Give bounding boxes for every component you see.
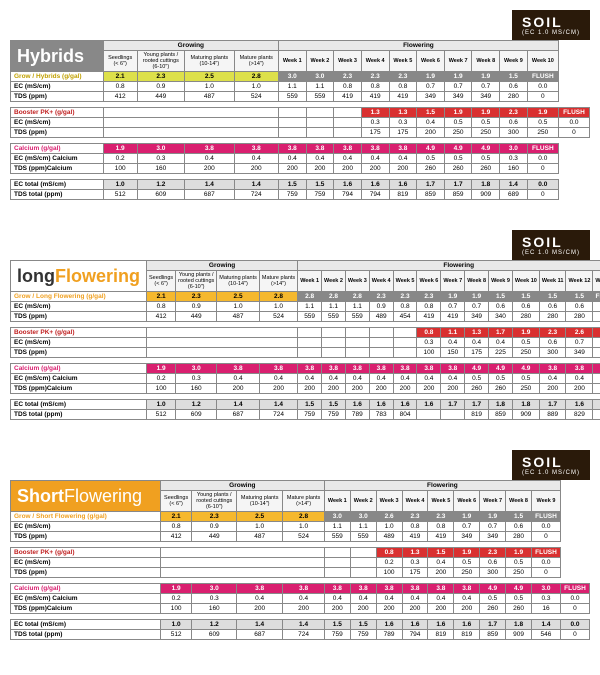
col-header: Seedlings(< 6") bbox=[160, 491, 192, 512]
week-header: Week 7 bbox=[480, 491, 506, 512]
growing-header: Growing bbox=[147, 261, 298, 271]
row-label: TDS total (ppm) bbox=[11, 410, 147, 420]
growing-header: Growing bbox=[160, 481, 324, 491]
chart-hybrids: SOIL(EC 1.0 MS/CM)HybridsGrowingFlowerin… bbox=[10, 10, 590, 200]
week-header: Week 9 bbox=[489, 271, 513, 292]
chart-title: Hybrids bbox=[11, 41, 104, 72]
row-label: EC (mS/cm) bbox=[11, 302, 147, 312]
row-label: EC total (mS/cm) bbox=[11, 400, 147, 410]
row-label: TDS total (ppm) bbox=[11, 190, 104, 200]
soil-badge: SOIL(EC 1.0 MS/CM) bbox=[512, 450, 590, 480]
col-header: Maturing plants(10-14") bbox=[217, 271, 260, 292]
row-label: EC (mS/cm) Calcium bbox=[11, 374, 147, 384]
row-label: TDS (ppm) bbox=[11, 128, 104, 138]
week-header: Week 1 bbox=[278, 51, 306, 72]
week-header: Week 4 bbox=[369, 271, 393, 292]
week-header: Week 10 bbox=[527, 51, 558, 72]
flowering-header: Flowering bbox=[324, 481, 560, 491]
col-header: Young plants /rooted cuttings(6-10") bbox=[192, 491, 237, 512]
week-header: Week 6 bbox=[454, 491, 480, 512]
week-header: Week 3 bbox=[334, 51, 362, 72]
row-label: TDS (ppm) bbox=[11, 568, 161, 578]
week-header: Week 8 bbox=[472, 51, 500, 72]
col-header: Mature plants(>14") bbox=[234, 51, 278, 72]
week-header: Week 2 bbox=[306, 51, 334, 72]
row-label: TDS (ppm)Calcium bbox=[11, 604, 161, 614]
row-label: EC (mS/cm) bbox=[11, 118, 104, 128]
row-label: EC (mS/cm) bbox=[11, 558, 161, 568]
week-header: Week 9 bbox=[532, 491, 561, 512]
feed-table: ShortFloweringGrowingFlowering Seedlings(… bbox=[10, 480, 590, 640]
week-header: Week 4 bbox=[402, 491, 428, 512]
row-label: Calcium (g/gal) bbox=[11, 584, 161, 594]
col-header: Maturing plants(10-14") bbox=[185, 51, 234, 72]
col-header: Mature plants(>14") bbox=[259, 271, 297, 292]
row-label: TDS (ppm) bbox=[11, 348, 147, 358]
week-header: Week 7 bbox=[441, 271, 465, 292]
week-header: Week 12 bbox=[566, 271, 593, 292]
week-header: Week 13 bbox=[593, 271, 600, 292]
week-header: Week 8 bbox=[465, 271, 489, 292]
week-header: Week 11 bbox=[539, 271, 566, 292]
week-header: Week 3 bbox=[345, 271, 369, 292]
week-header: Week 4 bbox=[361, 51, 389, 72]
row-label: TDS (ppm)Calcium bbox=[11, 164, 104, 174]
row-label: Booster PK+ (g/gal) bbox=[11, 108, 104, 118]
week-header: Week 3 bbox=[376, 491, 402, 512]
soil-badge: SOIL(EC 1.0 MS/CM) bbox=[512, 10, 590, 40]
row-label: Booster PK+ (g/gal) bbox=[11, 548, 161, 558]
row-label: TDS (ppm) bbox=[11, 92, 104, 102]
growing-header: Growing bbox=[103, 41, 278, 51]
week-header: Week 2 bbox=[322, 271, 346, 292]
chart-long: SOIL(EC 1.0 MS/CM)longFloweringGrowingFl… bbox=[10, 230, 590, 420]
row-label: TDS (ppm) bbox=[11, 532, 161, 542]
row-label: EC total (mS/cm) bbox=[11, 180, 104, 190]
row-label: Grow / Long Flowering (g/gal) bbox=[11, 292, 147, 302]
row-label: EC (mS/cm) Calcium bbox=[11, 154, 104, 164]
row-label: EC (mS/cm) Calcium bbox=[11, 594, 161, 604]
week-header: Week 1 bbox=[298, 271, 322, 292]
week-header: Week 10 bbox=[512, 271, 539, 292]
col-header: Maturing plants(10-14") bbox=[237, 491, 283, 512]
row-label: EC (mS/cm) bbox=[11, 82, 104, 92]
feed-table: longFloweringGrowingFlowering Seedlings(<… bbox=[10, 260, 600, 420]
row-label: EC (mS/cm) bbox=[11, 522, 161, 532]
week-header: Week 2 bbox=[350, 491, 376, 512]
week-header: Week 9 bbox=[500, 51, 528, 72]
col-header: Seedlings(< 6") bbox=[147, 271, 176, 292]
week-header: Week 5 bbox=[393, 271, 417, 292]
week-header: Week 5 bbox=[389, 51, 417, 72]
flowering-header: Flowering bbox=[298, 261, 600, 271]
week-header: Week 6 bbox=[417, 51, 445, 72]
row-label: Calcium (g/gal) bbox=[11, 144, 104, 154]
flowering-header: Flowering bbox=[278, 41, 558, 51]
row-label: TDS (ppm) bbox=[11, 312, 147, 322]
col-header: Mature plants(>14") bbox=[283, 491, 325, 512]
row-label: TDS (ppm)Calcium bbox=[11, 384, 147, 394]
col-header: Young plants /rooted cuttings(6-10") bbox=[176, 271, 217, 292]
chart-title: longFlowering bbox=[11, 261, 147, 292]
soil-badge: SOIL(EC 1.0 MS/CM) bbox=[512, 230, 590, 260]
chart-short: SOIL(EC 1.0 MS/CM)ShortFloweringGrowingF… bbox=[10, 450, 590, 640]
row-label: Booster PK+ (g/gal) bbox=[11, 328, 147, 338]
week-header: Week 1 bbox=[324, 491, 350, 512]
week-header: Week 7 bbox=[444, 51, 472, 72]
week-header: Week 5 bbox=[428, 491, 454, 512]
row-label: EC (mS/cm) bbox=[11, 338, 147, 348]
feed-table: HybridsGrowingFlowering Seedlings(< 6")Yo… bbox=[10, 40, 590, 200]
col-header: Young plants /rooted cuttings(6-10") bbox=[137, 51, 185, 72]
week-header: Week 6 bbox=[417, 271, 441, 292]
week-header: Week 8 bbox=[506, 491, 532, 512]
col-header: Seedlings(< 6") bbox=[103, 51, 137, 72]
row-label: EC total (mS/cm) bbox=[11, 620, 161, 630]
row-label: Grow / Hybrids (g/gal) bbox=[11, 72, 104, 82]
row-label: Calcium (g/gal) bbox=[11, 364, 147, 374]
chart-title: ShortFlowering bbox=[11, 481, 161, 512]
row-label: TDS total (ppm) bbox=[11, 630, 161, 640]
row-label: Grow / Short Flowering (g/gal) bbox=[11, 512, 161, 522]
